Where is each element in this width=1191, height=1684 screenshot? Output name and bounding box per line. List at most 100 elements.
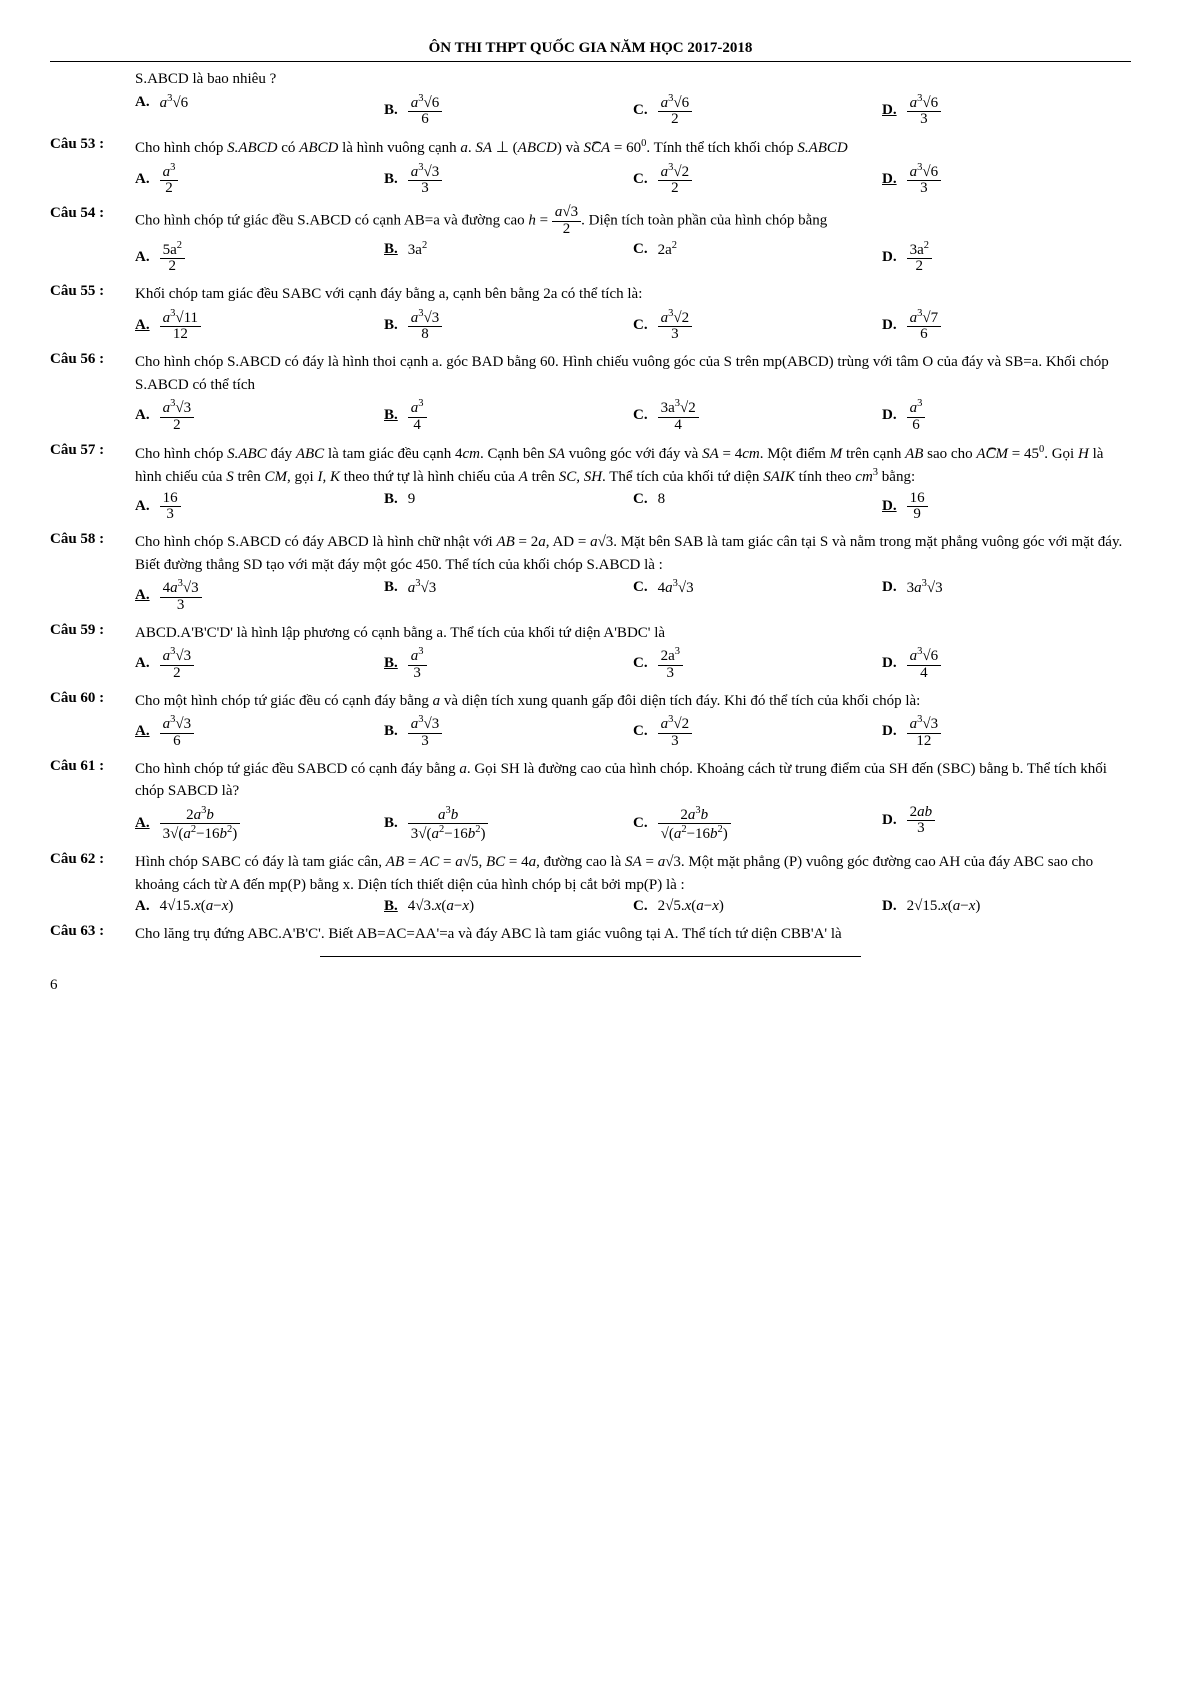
page-number: 6 xyxy=(50,977,1131,994)
question-text: Cho hình chóp S.ABCD có đáy ABCD là hình… xyxy=(135,531,1131,576)
opt-letter: A. xyxy=(135,171,150,188)
opt-letter: A. xyxy=(135,317,150,334)
question-text: Cho một hình chóp tứ giác đều có cạnh đá… xyxy=(135,690,1131,713)
opt-value: a3√3 xyxy=(408,578,436,597)
question-text: Cho hình chóp tứ giác đều SABCD có cạnh … xyxy=(135,758,1131,803)
question-row: Câu 54 : Cho hình chóp tứ giác đều S.ABC… xyxy=(50,205,1131,238)
intro-fragment-row: S.ABCD là bao nhiêu ? xyxy=(50,68,1131,91)
opt-letter: C. xyxy=(633,407,648,424)
question-row: Câu 53 : Cho hình chóp S.ABCD có ABCD là… xyxy=(50,136,1131,160)
opt-letter: A. xyxy=(135,407,150,424)
opt-letter: B. xyxy=(384,241,398,258)
opt-value: 8 xyxy=(658,491,666,508)
opt-value: a33 xyxy=(408,646,427,682)
question-row: Câu 62 : Hình chóp SABC có đáy là tam gi… xyxy=(50,851,1131,896)
opt-value: 9 xyxy=(408,491,416,508)
opt-letter: D. xyxy=(882,249,897,266)
opt-value: 3a3√24 xyxy=(658,398,699,434)
question-number: Câu 55 : xyxy=(50,283,135,300)
opt-value: a3√32 xyxy=(160,398,194,434)
opt-value: a36 xyxy=(907,398,926,434)
opt-value: a32 xyxy=(160,162,179,198)
options-row: A.5a22 B.3a2 C.2a2 D.3a22 xyxy=(135,240,1131,276)
options-row: A.163 B.9 C.8 D.169 xyxy=(135,491,1131,524)
question-row: Câu 55 : Khối chóp tam giác đều SABC với… xyxy=(50,283,1131,306)
opt-value: 4√15.x(a−x) xyxy=(160,898,234,915)
opt-letter: C. xyxy=(633,102,648,119)
opt-value: a3√63 xyxy=(907,162,941,198)
footer-rule xyxy=(320,956,861,957)
opt-letter: D. xyxy=(882,812,897,829)
opt-value: a3√66 xyxy=(408,93,442,129)
opt-value: a3√22 xyxy=(658,162,692,198)
opt-value: 2√15.x(a−x) xyxy=(907,898,981,915)
opt-value: a3√33 xyxy=(408,162,442,198)
opt-letter: D. xyxy=(882,498,897,515)
opt-value: 4a3√3 xyxy=(658,578,694,597)
question-row: Câu 57 : Cho hình chóp S.ABC đáy ABC là … xyxy=(50,442,1131,489)
opt-letter: C. xyxy=(633,579,648,596)
opt-letter: B. xyxy=(384,655,398,672)
opt-letter: B. xyxy=(384,102,398,119)
opt-value: 169 xyxy=(907,491,928,524)
opt-letter: A. xyxy=(135,655,150,672)
question-text: Cho hình chóp S.ABCD có đáy là hình thoi… xyxy=(135,351,1131,396)
question-number: Câu 53 : xyxy=(50,136,135,153)
page-header: ÔN THI THPT QUỐC GIA NĂM HỌC 2017-2018 xyxy=(50,40,1131,62)
opt-letter: D. xyxy=(882,317,897,334)
question-row: Câu 59 : ABCD.A'B'C'D' là hình lập phươn… xyxy=(50,622,1131,645)
opt-letter: B. xyxy=(384,317,398,334)
question-number: Câu 57 : xyxy=(50,442,135,459)
opt-letter: C. xyxy=(633,241,648,258)
options-row: A.a3√32 B.a33 C.2a33 D.a3√64 xyxy=(135,646,1131,682)
opt-letter: D. xyxy=(882,655,897,672)
opt-letter: A. xyxy=(135,815,150,832)
question-text: Khối chóp tam giác đều SABC với cạnh đáy… xyxy=(135,283,1131,306)
opt-letter: D. xyxy=(882,723,897,740)
question-number: Câu 54 : xyxy=(50,205,135,222)
opt-letter: B. xyxy=(384,815,398,832)
question-number: Câu 61 : xyxy=(50,758,135,775)
question-number: Câu 63 : xyxy=(50,923,135,940)
opt-value: 2a33 xyxy=(658,646,683,682)
opt-letter: A. xyxy=(135,723,150,740)
question-number: Câu 59 : xyxy=(50,622,135,639)
opt-value: a3√63 xyxy=(907,93,941,129)
opt-letter: B. xyxy=(384,171,398,188)
question-row: Câu 63 : Cho lăng trụ đứng ABC.A'B'C'. B… xyxy=(50,923,1131,946)
question-row: Câu 61 : Cho hình chóp tứ giác đều SABCD… xyxy=(50,758,1131,803)
opt-letter: C. xyxy=(633,171,648,188)
opt-value: 4√3.x(a−x) xyxy=(408,898,474,915)
question-row: Câu 60 : Cho một hình chóp tứ giác đều c… xyxy=(50,690,1131,713)
opt-letter: C. xyxy=(633,655,648,672)
opt-value: 3a22 xyxy=(907,240,932,276)
opt-value: 3a3√3 xyxy=(907,578,943,597)
opt-letter: B. xyxy=(384,579,398,596)
opt-value: a3b3√(a2−16b2) xyxy=(408,805,489,844)
opt-value: a3√23 xyxy=(658,714,692,750)
opt-value: 2a3b3√(a2−16b2) xyxy=(160,805,241,844)
options-row: A. a3√32 B. a34 C. 3a3√24 D. a36 xyxy=(135,398,1131,434)
opt-letter: D. xyxy=(882,407,897,424)
opt-value: a3√6 xyxy=(160,93,188,112)
opt-letter: A. xyxy=(135,587,150,604)
opt-letter: A. xyxy=(135,498,150,515)
opt-value: 3a2 xyxy=(408,240,427,259)
intro-options: A.a3√6 B.a3√66 C.a3√62 D.a3√63 xyxy=(135,93,1131,129)
intro-fragment: S.ABCD là bao nhiêu ? xyxy=(135,68,1131,91)
opt-value: a3√32 xyxy=(160,646,194,682)
opt-letter: B. xyxy=(384,407,398,424)
opt-value: a34 xyxy=(408,398,427,434)
opt-letter: B. xyxy=(384,491,398,508)
opt-value: 5a22 xyxy=(160,240,185,276)
opt-value: 2a2 xyxy=(658,240,677,259)
opt-value: a3√312 xyxy=(907,714,941,750)
opt-value: a3√1112 xyxy=(160,308,201,344)
opt-letter: D. xyxy=(882,898,897,915)
options-row: A.a3√36 B.a3√33 C.a3√23 D.a3√312 xyxy=(135,714,1131,750)
options-row: A.4a3√33 B.a3√3 C.4a3√3 D.3a3√3 xyxy=(135,578,1131,614)
opt-value: a3√23 xyxy=(658,308,692,344)
opt-value: 4a3√33 xyxy=(160,578,202,614)
opt-letter: B. xyxy=(384,898,398,915)
question-text: Hình chóp SABC có đáy là tam giác cân, A… xyxy=(135,851,1131,896)
